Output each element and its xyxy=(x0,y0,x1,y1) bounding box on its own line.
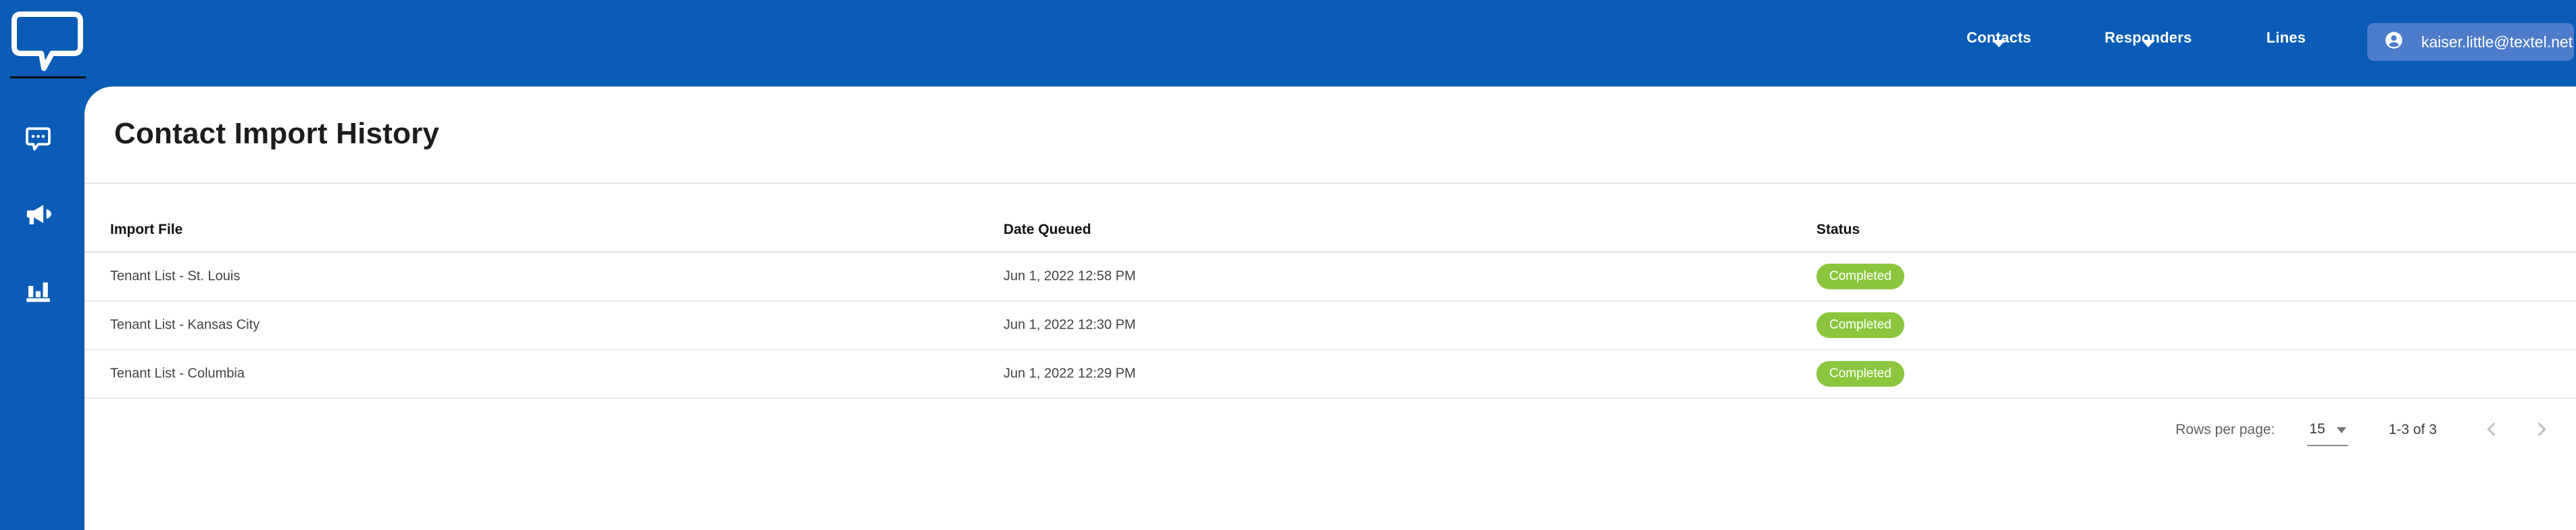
table-header-row: Import File Date Queued Status xyxy=(84,183,2576,253)
status-badge: Completed xyxy=(1816,361,1904,387)
sidebar-item-campaigns[interactable] xyxy=(22,199,54,231)
chevron-down-icon xyxy=(2141,40,2155,59)
import-file-cell: Tenant List - St. Louis xyxy=(110,268,241,284)
sidebar-item-analytics[interactable] xyxy=(22,276,54,308)
caret-down-icon xyxy=(2336,427,2346,433)
textel-logo[interactable] xyxy=(10,9,84,71)
table-row[interactable]: Tenant List - Columbia Jun 1, 2022 12:29… xyxy=(84,350,2576,399)
user-menu[interactable]: kaiser.little@textel.net xyxy=(2367,23,2574,61)
chevron-right-icon xyxy=(2531,418,2552,442)
title-divider xyxy=(84,183,2576,184)
chevron-left-icon xyxy=(2481,418,2502,442)
chat-bubble-icon xyxy=(22,123,54,155)
nav-responders-label: Responders xyxy=(2104,29,2192,46)
sidebar xyxy=(0,87,84,530)
date-queued-cell: Jun 1, 2022 12:58 PM xyxy=(1004,268,1136,284)
account-circle-icon xyxy=(2385,31,2403,53)
nav-item-lines[interactable]: Lines xyxy=(2250,28,2322,47)
previous-page-button[interactable] xyxy=(2476,414,2507,445)
megaphone-icon xyxy=(22,199,54,231)
rows-per-page-select[interactable]: 15 xyxy=(2307,414,2348,446)
column-header-status: Status xyxy=(1816,222,1860,237)
column-header-date-queued: Date Queued xyxy=(1004,222,1091,237)
page-title: Contact Import History xyxy=(114,117,440,150)
nav-item-responders[interactable]: Responders xyxy=(2095,28,2202,59)
nav-item-contacts[interactable]: Contacts xyxy=(1946,28,2052,59)
table-row[interactable]: Tenant List - Kansas City Jun 1, 2022 12… xyxy=(84,302,2576,350)
logo-active-underline xyxy=(10,76,86,78)
chevron-down-icon xyxy=(1992,40,2006,59)
top-bar: Contacts Responders Lines kaiser.little@… xyxy=(0,0,2576,87)
user-email: kaiser.little@textel.net xyxy=(2421,32,2573,51)
column-header-import-file: Import File xyxy=(110,222,183,237)
status-badge: Completed xyxy=(1816,312,1904,338)
import-file-cell: Tenant List - Kansas City xyxy=(110,317,260,333)
date-queued-cell: Jun 1, 2022 12:29 PM xyxy=(1004,366,1136,381)
pagination-range: 1-3 of 3 xyxy=(2388,422,2437,437)
sidebar-item-conversations[interactable] xyxy=(22,123,54,155)
date-queued-cell: Jun 1, 2022 12:30 PM xyxy=(1004,317,1136,333)
table-row[interactable]: Tenant List - St. Louis Jun 1, 2022 12:5… xyxy=(84,253,2576,302)
import-file-cell: Tenant List - Columbia xyxy=(110,366,245,381)
speech-bubble-icon xyxy=(10,9,84,71)
rows-per-page-label: Rows per page: xyxy=(2175,422,2275,437)
nav-lines-label: Lines xyxy=(2266,29,2306,46)
nav-contacts-label: Contacts xyxy=(1966,29,2031,46)
pagination-bar: Rows per page: 15 1-3 of 3 xyxy=(84,399,2576,461)
main-content: Contact Import History Import File Date … xyxy=(84,87,2576,530)
bar-chart-icon xyxy=(22,276,54,308)
rows-per-page-value: 15 xyxy=(2309,421,2325,437)
next-page-button[interactable] xyxy=(2526,414,2557,445)
status-badge: Completed xyxy=(1816,264,1904,289)
